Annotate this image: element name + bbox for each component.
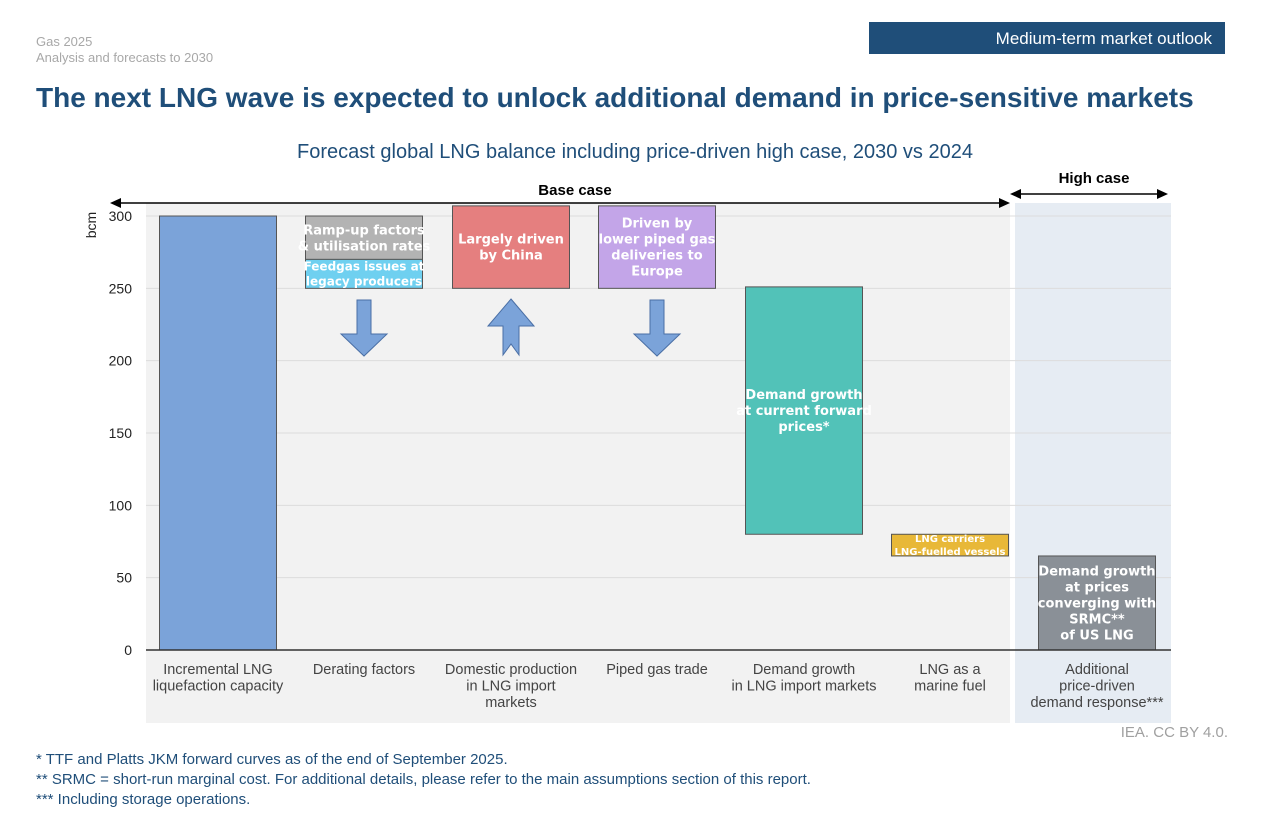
footnote-3: *** Including storage operations. bbox=[36, 791, 251, 808]
arrow-down-icon bbox=[632, 299, 682, 357]
base-case-arrow-head bbox=[999, 198, 1010, 208]
bar-annotation: deliveries to bbox=[611, 249, 702, 264]
bar-annotation: & utilisation rates bbox=[298, 239, 431, 254]
bar-annotation: Europe bbox=[631, 265, 683, 280]
base-case-arrow-head bbox=[110, 198, 121, 208]
x-tick-label: Piped gas trade bbox=[606, 662, 708, 678]
x-tick-label: Domestic production bbox=[445, 662, 577, 678]
base-case-label: Base case bbox=[538, 182, 611, 199]
x-tick-label: liquefaction capacity bbox=[153, 679, 284, 695]
high-case-arrow-head bbox=[1157, 189, 1168, 199]
x-tick-label: Additional bbox=[1065, 662, 1129, 678]
x-tick-label: marine fuel bbox=[914, 679, 986, 695]
bar-annotation: lower piped gas bbox=[599, 233, 716, 248]
bar-segment bbox=[159, 215, 277, 651]
y-tick-label: 250 bbox=[109, 280, 133, 296]
high-case-label: High case bbox=[1059, 170, 1130, 187]
bar-annotation: SRMC** bbox=[1069, 613, 1125, 628]
x-tick-label: in LNG import markets bbox=[731, 679, 876, 695]
bar-annotation: LNG-fuelled vessels bbox=[895, 547, 1006, 558]
credit: IEA. CC BY 4.0. bbox=[1120, 724, 1228, 741]
x-tick-label: LNG as a bbox=[919, 662, 981, 678]
bar-segment bbox=[745, 286, 863, 535]
bar-annotation: Demand growth bbox=[1038, 565, 1155, 580]
bar-segment bbox=[452, 205, 570, 289]
x-tick-label: Incremental LNG bbox=[163, 662, 273, 678]
publication-name: Gas 2025 bbox=[36, 34, 93, 49]
bar-annotation: Demand growth bbox=[745, 388, 862, 403]
bar-annotation: LNG carriers bbox=[915, 534, 985, 545]
y-tick-label: 300 bbox=[109, 208, 133, 224]
bar-annotation: of US LNG bbox=[1060, 629, 1133, 644]
bar-annotation: converging with bbox=[1038, 597, 1156, 612]
footnote-1: * TTF and Platts JKM forward curves as o… bbox=[36, 751, 508, 768]
bar-segment bbox=[598, 205, 716, 289]
bar-annotation: Driven by bbox=[622, 217, 693, 232]
bar-annotation: Ramp-up factors bbox=[303, 223, 425, 238]
bar-annotation: at prices bbox=[1065, 581, 1129, 596]
chart-title: Forecast global LNG balance including pr… bbox=[297, 141, 973, 163]
bar-annotation: prices* bbox=[778, 420, 829, 435]
high-case-arrow-head bbox=[1010, 189, 1021, 199]
page-title: The next LNG wave is expected to unlock … bbox=[36, 82, 1194, 113]
footnote-2: ** SRMC = short-run marginal cost. For a… bbox=[36, 771, 811, 788]
bar-annotation: by China bbox=[479, 249, 543, 264]
y-tick-label: 200 bbox=[109, 353, 133, 369]
x-tick-label: price-driven bbox=[1059, 679, 1135, 695]
arrow-down-icon bbox=[339, 299, 389, 357]
x-tick-label: demand response*** bbox=[1030, 695, 1163, 711]
bar-segment bbox=[891, 533, 1009, 557]
y-tick-label: 100 bbox=[109, 497, 133, 513]
base-case-region bbox=[146, 203, 1010, 723]
publication-subtitle: Analysis and forecasts to 2030 bbox=[36, 50, 214, 65]
bar-segment bbox=[1038, 555, 1156, 651]
arrow-up-icon bbox=[486, 298, 536, 357]
x-tick-label: in LNG import bbox=[466, 679, 555, 695]
x-tick-label: Demand growth bbox=[753, 662, 855, 678]
x-tick-label: Derating factors bbox=[313, 662, 415, 678]
section-badge: Medium-term market outlook bbox=[869, 22, 1225, 54]
y-tick-label: 50 bbox=[116, 570, 132, 586]
bar-segment bbox=[305, 258, 423, 289]
y-tick-label: 0 bbox=[124, 642, 132, 658]
bar-annotation: legacy producers bbox=[306, 275, 422, 289]
y-tick-label: 150 bbox=[109, 425, 133, 441]
bar-annotation: at current forward bbox=[736, 404, 872, 419]
x-tick-label: markets bbox=[485, 695, 537, 711]
bar-annotation: Largely driven bbox=[458, 233, 564, 248]
y-axis-label: bcm bbox=[83, 212, 99, 238]
bar-annotation: Feedgas issues at bbox=[304, 260, 425, 274]
